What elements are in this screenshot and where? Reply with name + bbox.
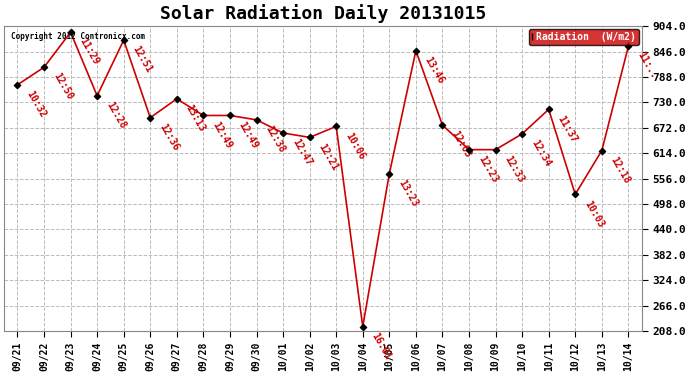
Text: 13:46: 13:46: [423, 55, 446, 85]
Point: [596, 147, 607, 153]
Text: 11:29: 11:29: [77, 36, 101, 67]
Point: [437, 122, 448, 128]
Text: 12:36: 12:36: [157, 122, 181, 152]
Text: 12:50: 12:50: [51, 72, 75, 102]
Text: 12:49: 12:49: [210, 120, 234, 150]
Text: 11:..: 11:..: [635, 50, 659, 81]
Point: [118, 37, 129, 43]
Point: [251, 117, 262, 123]
Point: [65, 29, 76, 35]
Point: [543, 106, 554, 112]
Point: [357, 324, 368, 330]
Text: 13:13: 13:13: [184, 103, 207, 134]
Text: 12:21: 12:21: [317, 141, 340, 172]
Text: 12:51: 12:51: [130, 44, 154, 75]
Text: 12:47: 12:47: [290, 137, 313, 168]
Point: [12, 82, 23, 88]
Point: [145, 115, 156, 121]
Text: 12:18: 12:18: [609, 155, 632, 185]
Point: [277, 130, 288, 136]
Point: [464, 147, 475, 153]
Point: [623, 43, 634, 49]
Text: 13:23: 13:23: [396, 178, 420, 209]
Point: [490, 147, 501, 153]
Text: 12:23: 12:23: [476, 154, 500, 184]
Text: 10:32: 10:32: [24, 89, 48, 119]
Text: 12:28: 12:28: [104, 100, 128, 130]
Text: 12:49: 12:49: [237, 120, 260, 150]
Point: [92, 93, 103, 99]
Point: [411, 48, 422, 54]
Point: [517, 131, 528, 137]
Point: [39, 64, 50, 70]
Point: [198, 112, 209, 118]
Text: 12:38: 12:38: [264, 124, 287, 154]
Text: Copyright 2012 Contronicx.com: Copyright 2012 Contronicx.com: [10, 32, 145, 41]
Text: 11:37: 11:37: [555, 114, 579, 144]
Point: [570, 191, 581, 197]
Text: 10:06: 10:06: [343, 130, 366, 161]
Point: [331, 123, 342, 129]
Text: 16:01: 16:01: [370, 331, 393, 361]
Text: 12:34: 12:34: [529, 138, 553, 168]
Text: 10:03: 10:03: [582, 198, 606, 229]
Text: 12:03: 12:03: [449, 129, 473, 160]
Point: [384, 171, 395, 177]
Text: 12:33: 12:33: [502, 154, 526, 184]
Legend: Radiation  (W/m2): Radiation (W/m2): [529, 29, 639, 45]
Point: [171, 96, 182, 102]
Point: [224, 112, 235, 118]
Title: Solar Radiation Daily 20131015: Solar Radiation Daily 20131015: [160, 4, 486, 23]
Point: [304, 134, 315, 140]
